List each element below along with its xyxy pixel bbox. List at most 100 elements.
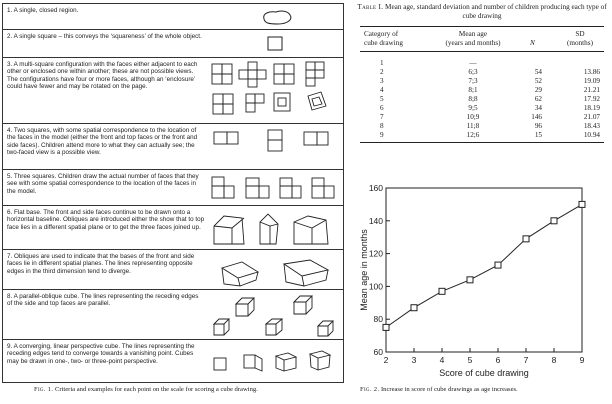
criteria-text: 6. Flat base. The front and side faces c…: [7, 209, 205, 231]
header-n: N: [530, 39, 535, 47]
cell-n: 96: [534, 122, 542, 130]
cell-mean-age: 8;8: [468, 95, 478, 103]
x-tick-label: 8: [552, 355, 557, 365]
cell-mean-age: 7;3: [468, 77, 478, 85]
multi-square-drawings: [211, 61, 327, 115]
criteria-row-9: 9. A converging, linear perspective cube…: [3, 340, 343, 383]
criteria-row-6: 6. Flat base. The front and side faces c…: [3, 206, 343, 250]
criteria-text: 4. Two squares, with some spatial corres…: [7, 127, 198, 156]
age-score-chart: 60 80 100 120 140 160 2 3 4 5 6 7 8 9 Score of cube dr…: [359, 183, 586, 378]
single-square-drawing: [267, 36, 283, 51]
criteria-examples: [208, 250, 342, 289]
data-point: [578, 200, 586, 208]
data-point: [494, 261, 502, 269]
cell-mean-age: 12;6: [466, 131, 480, 139]
figure-1-caption: Fig. 1. Criteria and examples for each p…: [34, 386, 334, 393]
header-sd-line-1: SD: [575, 30, 585, 38]
y-tick-label: 80: [374, 314, 384, 324]
criteria-row-7: 7. Obliques are used to indicate that th…: [3, 250, 343, 290]
table-rule-bottom: [360, 142, 604, 143]
cell-sd: 21.07: [583, 113, 600, 121]
cell-sd: 13.86: [583, 68, 600, 76]
cell-n: 54: [534, 68, 542, 76]
perspective-drawings: [213, 350, 332, 372]
flat-base-drawings: [213, 213, 329, 245]
table-1-title: Table I. Mean age, standard deviation an…: [354, 3, 610, 21]
x-tick-label: 7: [524, 355, 529, 365]
criteria-examples: [208, 170, 342, 205]
figure-2-caption: Fig. 2. Increase in score of cube drawin…: [360, 386, 610, 393]
criteria-examples: [208, 340, 342, 383]
cell-category: 7: [380, 113, 384, 121]
cell-n: 34: [534, 104, 542, 112]
cell-category: 9: [380, 131, 384, 139]
blob-drawing: [263, 10, 292, 25]
two-square-drawings: [213, 129, 329, 152]
table-rule-top: [360, 26, 604, 27]
plot-frame: [385, 187, 583, 353]
x-tick-label: 5: [468, 355, 473, 365]
header-mean-age-line-1: Mean age: [458, 30, 488, 38]
criteria-row-1: 1. A single, closed region.: [3, 4, 343, 30]
criteria-text: 2. A single square – this conveys the ‘s…: [7, 33, 202, 40]
cell-mean-age: —: [469, 59, 477, 67]
cell-category: 6: [380, 104, 384, 112]
data-point: [438, 287, 446, 295]
cell-sd: 21.21: [583, 86, 600, 94]
criteria-text: 7. Obliques are used to indicate that th…: [7, 253, 195, 275]
cell-n: 29: [534, 86, 542, 94]
criteria-examples: [208, 30, 342, 57]
header-category-line-1: Category of: [364, 30, 399, 38]
cell-category: 2: [380, 68, 384, 76]
criteria-text: 5. Three squares. Children draw the actu…: [7, 173, 199, 195]
cell-category: 1: [380, 59, 384, 67]
x-tick-label: 6: [496, 355, 501, 365]
cell-sd: 10.94: [583, 131, 600, 139]
criteria-examples: [208, 290, 342, 339]
criteria-row-4: 4. Two squares, with some spatial corres…: [3, 124, 343, 170]
y-tick-label: 120: [369, 249, 383, 259]
figure-1-caption-text: Criteria and examples for each point on …: [54, 386, 258, 393]
cell-n: 52: [534, 77, 542, 85]
cell-sd: 18.43: [583, 122, 600, 130]
y-tick-label: 60: [374, 347, 384, 357]
cell-mean-age: 8;1: [468, 86, 478, 94]
x-tick-label: 2: [384, 355, 389, 365]
criteria-examples: [208, 124, 342, 169]
header-sd-line-2: (months): [567, 39, 593, 47]
cell-category: 3: [380, 77, 384, 85]
x-tick-label: 9: [580, 355, 585, 365]
cell-mean-age: 6;3: [468, 68, 478, 76]
data-point: [382, 323, 390, 331]
criteria-examples: [208, 206, 342, 249]
header-mean-age-line-2: (years and months): [445, 39, 501, 47]
criteria-text: 3. A multi-square configuration with the…: [7, 61, 198, 90]
three-square-drawings: [211, 176, 335, 199]
cell-category: 5: [380, 95, 384, 103]
criteria-row-3: 3. A multi-square configuration with the…: [3, 58, 343, 124]
y-axis-label: Mean age in months: [359, 229, 369, 311]
data-point: [410, 304, 418, 312]
series-line: [385, 203, 583, 328]
cell-mean-age: 11;8: [466, 122, 480, 130]
table-1-title-text: Mean age, standard deviation and number …: [385, 3, 607, 20]
x-tick-label: 3: [412, 355, 417, 365]
data-point: [522, 235, 530, 243]
figure-1-label: Fig. 1.: [34, 386, 54, 393]
cell-mean-age: 10;9: [466, 113, 480, 121]
cell-category: 8: [380, 122, 384, 130]
figure-2-caption-text: Increase in score of cube drawings as ag…: [380, 386, 518, 393]
data-point: [550, 217, 558, 225]
criteria-text: 8. A parallel-oblique cube. The lines re…: [7, 293, 199, 308]
header-category-line-2: cube drawing: [364, 39, 403, 47]
cell-category: 4: [380, 86, 384, 94]
y-tick-label: 160: [369, 183, 383, 193]
figure-2-label: Fig. 2.: [360, 386, 380, 393]
x-tick-label: 4: [440, 355, 445, 365]
oblique-drawings: [220, 259, 330, 287]
y-tick-label: 140: [369, 216, 383, 226]
table-rule-header: [360, 51, 604, 52]
criteria-examples: [208, 4, 342, 29]
x-axis-label: Score of cube drawing: [439, 368, 529, 378]
parallel-oblique-drawings: [212, 295, 335, 337]
